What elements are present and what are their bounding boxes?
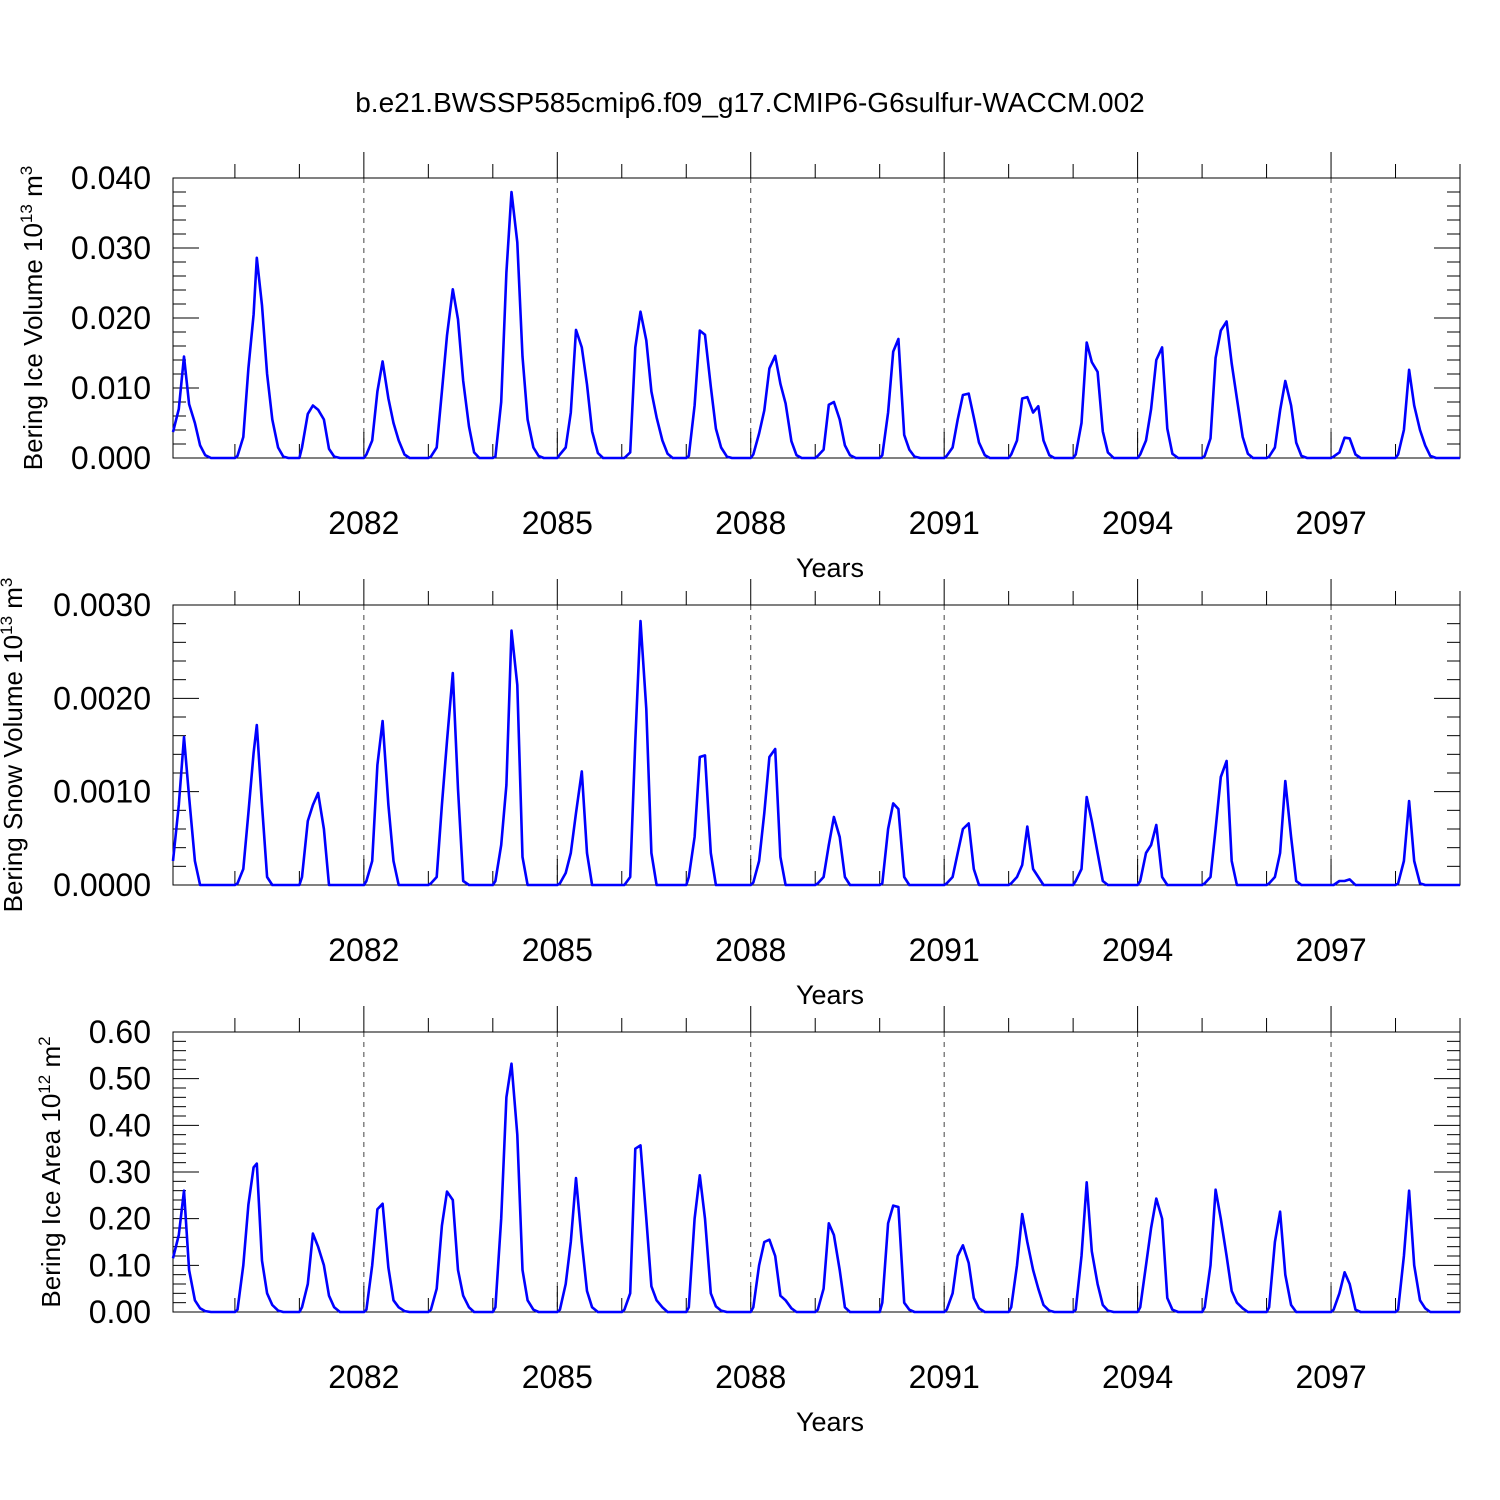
x-tick-label: 2088 — [715, 932, 786, 968]
panel-3: 0.00 0.10 0.20 0.30 0.40 0.50 0.60 2082 2085 2088… — [35, 1006, 1461, 1437]
x-axis-label: Years — [796, 980, 864, 1010]
x-tick-label: 2097 — [1295, 932, 1366, 968]
y-tick-label: 0.0020 — [53, 680, 151, 716]
x-tick-label: 2085 — [522, 932, 593, 968]
y-axis-label: Bering Snow Volume 1013 m3 — [0, 578, 28, 913]
x-tick-label: 2085 — [522, 1359, 593, 1395]
plot-frame — [172, 604, 1461, 886]
y-tick-label: 0.60 — [89, 1014, 151, 1050]
x-tick-label: 2094 — [1102, 932, 1173, 968]
x-tick-label: 2082 — [328, 1359, 399, 1395]
x-tick-label: 2082 — [328, 932, 399, 968]
series-line — [171, 1062, 1460, 1314]
y-axis-label: Bering Ice Area 1012 m2 — [35, 1036, 66, 1307]
y-tick-label: 0.020 — [71, 300, 151, 336]
x-tick-label: 2088 — [715, 505, 786, 541]
x-tick-label: 2094 — [1102, 1359, 1173, 1395]
x-tick-label: 2091 — [909, 505, 980, 541]
series-line — [171, 619, 1460, 887]
y-tick-label: 0.30 — [89, 1154, 151, 1190]
x-tick-label: 2094 — [1102, 505, 1173, 541]
y-tick-label: 0.10 — [89, 1247, 151, 1283]
series-line — [171, 190, 1460, 460]
figure-title: b.e21.BWSSP585cmip6.f09_g17.CMIP6-G6sulf… — [355, 87, 1145, 118]
x-tick-label: 2091 — [909, 1359, 980, 1395]
plot-frame — [172, 1031, 1461, 1313]
panel-1: 0.000 0.010 0.020 0.030 0.040 2082 2085 2088 209… — [17, 152, 1461, 583]
y-tick-label: 0.0030 — [53, 587, 151, 623]
y-tick-label: 0.20 — [89, 1201, 151, 1237]
x-tick-label: 2097 — [1295, 505, 1366, 541]
plot-frame — [172, 177, 1461, 459]
x-tick-label: 2088 — [715, 1359, 786, 1395]
x-tick-label: 2097 — [1295, 1359, 1366, 1395]
y-tick-label: 0.030 — [71, 230, 151, 266]
y-tick-label: 0.040 — [71, 160, 151, 196]
y-tick-label: 0.50 — [89, 1061, 151, 1097]
x-axis-label: Years — [796, 1407, 864, 1437]
panels: 0.000 0.010 0.020 0.030 0.040 2082 2085 2088 209… — [0, 152, 1461, 1437]
y-tick-label: 0.40 — [89, 1107, 151, 1143]
y-tick-label: 0.010 — [71, 370, 151, 406]
x-tick-label: 2091 — [909, 932, 980, 968]
x-tick-label: 2082 — [328, 505, 399, 541]
x-tick-label: 2085 — [522, 505, 593, 541]
panel-2: 0.0000 0.0010 0.0020 0.0030 2082 2085 2088 2091… — [0, 578, 1461, 1010]
y-tick-label: 0.0010 — [53, 774, 151, 810]
y-axis-label: Bering Ice Volume 1013 m3 — [17, 166, 48, 470]
y-tick-label: 0.000 — [71, 440, 151, 476]
x-axis-label: Years — [796, 553, 864, 583]
y-tick-label: 0.00 — [89, 1294, 151, 1330]
y-tick-label: 0.0000 — [53, 867, 151, 903]
